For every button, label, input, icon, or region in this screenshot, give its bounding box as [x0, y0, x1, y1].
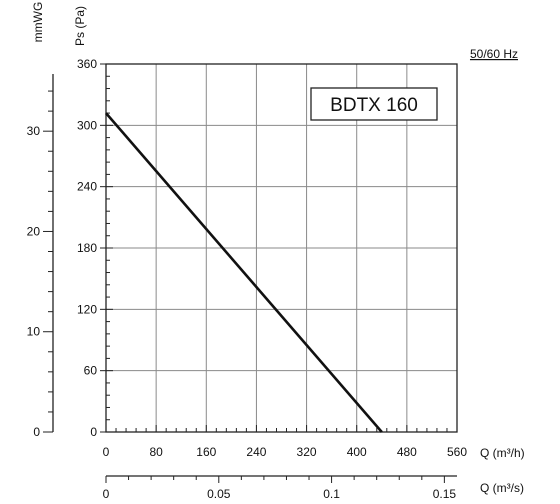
y-tick-label: 0: [90, 425, 97, 439]
y2-axis-label: mmWG: [31, 2, 45, 43]
y-tick-label: 360: [77, 57, 97, 71]
series: [105, 112, 383, 433]
y-tick-label: 240: [77, 180, 97, 194]
x-tick-label: 320: [297, 445, 317, 459]
x2-axis-label: Q (m³/s): [480, 481, 524, 495]
x-tick-label: 80: [149, 445, 163, 459]
y-axis-label: Ps (Pa): [73, 6, 87, 46]
x-tick-label: 0: [103, 445, 110, 459]
y2-tick-label: 30: [27, 124, 41, 138]
x2-tick-label: 0.1: [323, 487, 340, 501]
x2-tick-label: 0.05: [207, 487, 231, 501]
model-box: [310, 87, 438, 121]
x2-tick-label: 0.15: [433, 487, 457, 501]
grid: [106, 64, 457, 432]
x-tick-label: 240: [246, 445, 266, 459]
y-tick-label: 300: [77, 118, 97, 132]
x-tick-label: 400: [347, 445, 367, 459]
performance-curve: [105, 112, 383, 433]
x-tick-label: 160: [196, 445, 216, 459]
y-tick-label: 60: [84, 364, 98, 378]
y-tick-label: 180: [77, 241, 97, 255]
x2-tick-label: 0: [103, 487, 110, 501]
y2-tick-label: 0: [33, 425, 40, 439]
y2-tick-label: 10: [27, 325, 41, 339]
y2-tick-label: 20: [27, 224, 41, 238]
x-tick-label: 480: [397, 445, 417, 459]
frequency-label: 50/60 Hz: [470, 47, 518, 61]
x-tick-label: 560: [447, 445, 467, 459]
y-tick-label: 120: [77, 302, 97, 316]
x-axis-label: Q (m³/h): [480, 446, 525, 460]
model-title: BDTX 160: [330, 95, 418, 116]
